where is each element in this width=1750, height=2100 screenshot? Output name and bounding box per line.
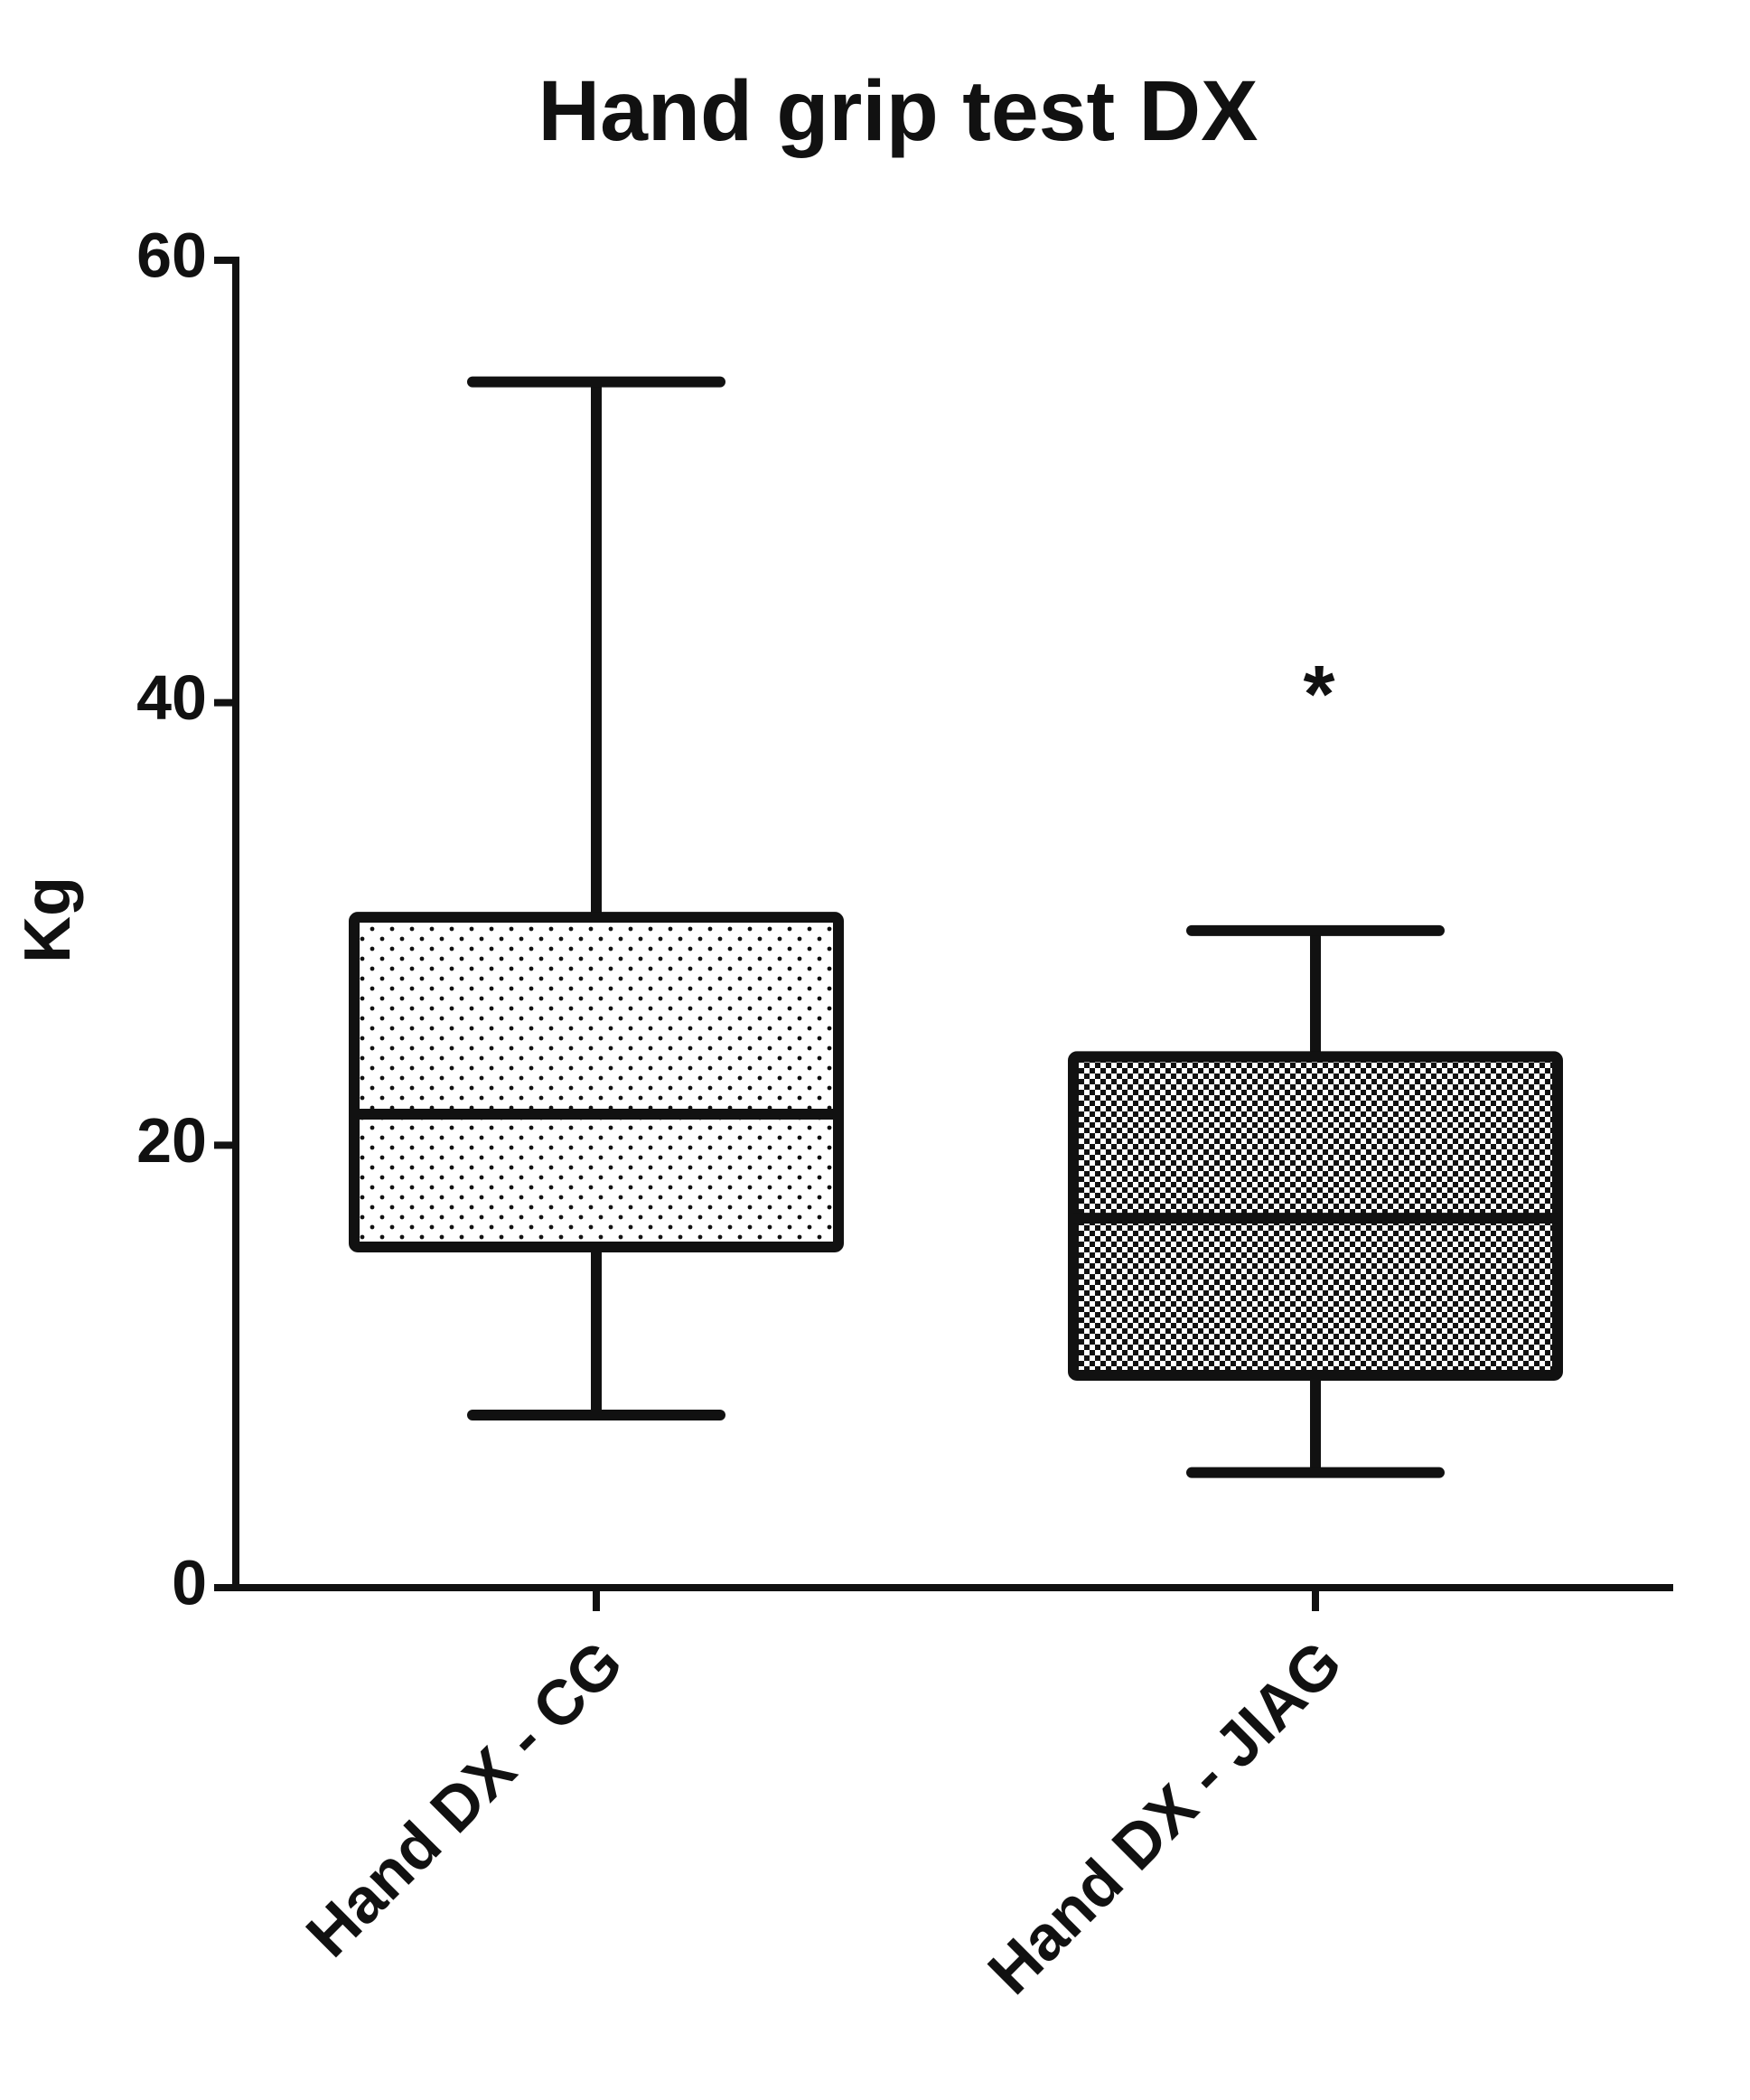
y-axis-label: Kg	[12, 877, 84, 963]
y-tick-label: 20	[136, 1105, 207, 1176]
y-tick-label: 0	[172, 1547, 207, 1617]
box	[349, 912, 844, 1252]
x-tick-label: Hand DX - CG	[293, 1627, 636, 1971]
annotation: *	[1303, 650, 1334, 740]
chart-title: Hand grip test DX	[538, 63, 1258, 159]
y-tick-label: 40	[136, 662, 207, 733]
y-tick-label: 60	[136, 220, 207, 290]
x-tick-label: Hand DX - JIAG	[975, 1627, 1355, 2008]
